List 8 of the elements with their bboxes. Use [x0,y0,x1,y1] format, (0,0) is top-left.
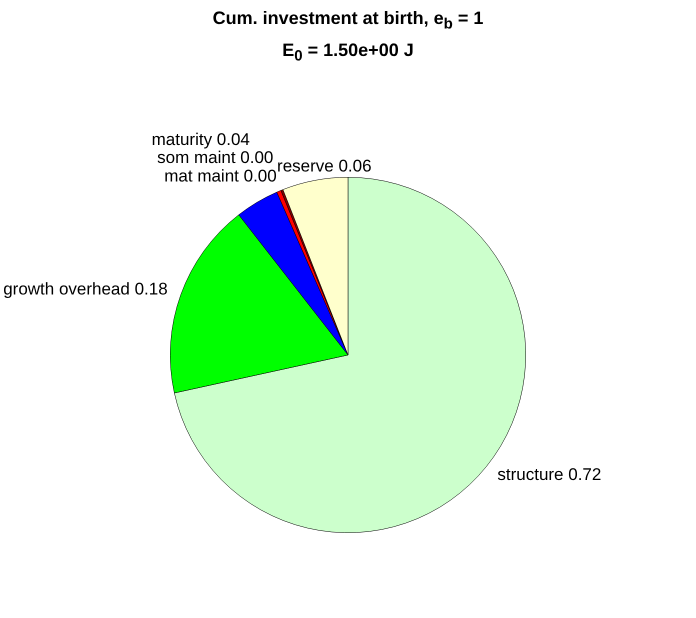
slice-label: structure 0.72 [497,464,602,484]
slice-label: reserve 0.06 [277,156,372,176]
slice-label: mat maint 0.00 [164,166,277,186]
slice-label: som maint 0.00 [157,148,274,168]
slice-label: growth overhead 0.18 [3,280,168,299]
slice-label: maturity 0.04 [152,130,250,149]
chart-subtitle: E$_{0}$ = 1.50e+00 J [281,40,415,65]
chart-title: Cum. investment at birth, e$_{b}$ = 1 [212,8,484,33]
